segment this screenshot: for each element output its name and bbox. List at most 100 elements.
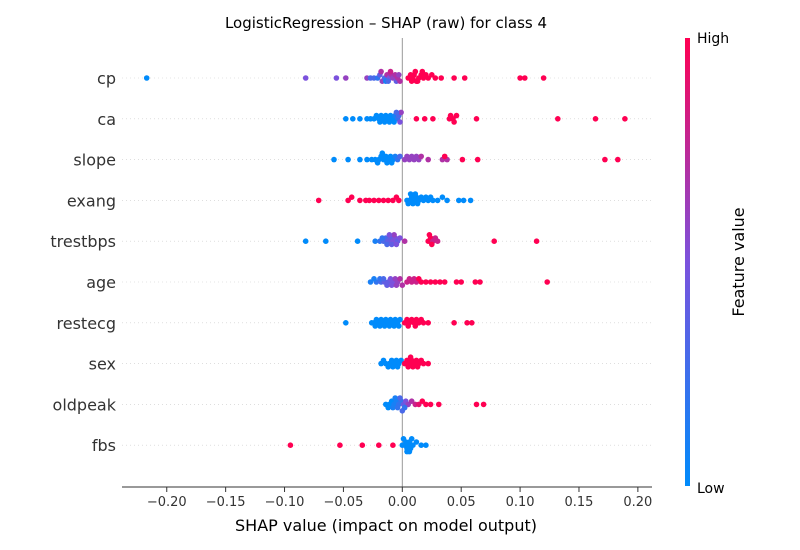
- shap-point-sex: [394, 364, 401, 370]
- shap-point-trestbps: [401, 238, 408, 244]
- shap-point-fbs: [418, 442, 425, 449]
- shap-point-slope: [459, 156, 466, 163]
- shap-point-cp: [333, 75, 340, 81]
- shap-point-trestbps: [429, 241, 435, 248]
- x-tick-label: −0.15: [206, 495, 246, 510]
- shap-point-restecg: [451, 320, 457, 326]
- feature-label-oldpeak: oldpeak: [53, 395, 117, 414]
- shap-point-trestbps: [302, 238, 309, 244]
- shap-point-ca: [393, 109, 400, 116]
- shap-point-trestbps: [533, 238, 540, 244]
- shap-point-oldpeak: [480, 401, 487, 408]
- shap-point-age: [477, 279, 483, 285]
- shap-point-oldpeak: [423, 401, 429, 408]
- shap-point-sex: [385, 364, 392, 370]
- shap-point-ca: [453, 112, 460, 119]
- shap-point-age: [453, 279, 460, 285]
- row-gridlines: [122, 77, 652, 446]
- shap-point-slope: [425, 156, 432, 163]
- shap-point-exang: [345, 197, 351, 204]
- shap-point-exang: [456, 197, 462, 204]
- feature-label-trestbps: trestbps: [50, 232, 116, 251]
- shap-point-slope: [374, 160, 381, 166]
- shap-point-age: [393, 282, 400, 289]
- shap-point-restecg: [425, 320, 432, 326]
- x-tick-label: 0.05: [447, 495, 476, 510]
- shap-point-restecg: [386, 323, 393, 329]
- shap-point-restecg: [420, 320, 427, 326]
- shap-point-slope: [379, 150, 386, 156]
- shap-point-restecg: [469, 320, 475, 326]
- shap-point-sex: [414, 364, 421, 370]
- shap-point-sex: [398, 357, 404, 364]
- shap-point-restecg: [396, 323, 402, 329]
- shap-point-ca: [622, 116, 628, 122]
- shap-point-slope: [418, 153, 425, 160]
- x-tick-label: −0.10: [265, 495, 305, 510]
- shap-point-ca: [592, 116, 599, 122]
- shap-point-restecg: [381, 323, 388, 329]
- shap-point-slope: [388, 160, 395, 166]
- shap-point-age: [544, 279, 550, 285]
- shap-point-trestbps: [379, 235, 386, 241]
- shap-point-age: [423, 279, 429, 285]
- shap-point-age: [411, 276, 417, 282]
- shap-point-exang: [366, 197, 373, 204]
- shap-point-ca: [391, 119, 397, 125]
- shap-point-trestbps: [384, 241, 390, 248]
- shap-point-slope: [602, 156, 608, 163]
- colorbar-low-label: Low: [697, 481, 725, 497]
- shap-point-cp: [396, 72, 402, 78]
- shap-point-trestbps: [391, 232, 397, 238]
- feature-labels: cp ca slope exang trestbps age restecg sex oldpe…: [50, 69, 116, 455]
- shap-point-trestbps: [386, 232, 393, 238]
- x-tick-label: −0.20: [147, 495, 187, 510]
- shap-point-age: [458, 279, 465, 285]
- feature-label-ca: ca: [97, 110, 116, 129]
- colorbar-title: Feature value: [729, 207, 748, 316]
- shap-point-exang: [380, 197, 387, 204]
- shap-point-oldpeak: [427, 401, 434, 408]
- shap-point-exang: [430, 197, 436, 204]
- shap-point-oldpeak: [473, 401, 480, 408]
- shap-point-cp: [378, 68, 384, 75]
- shap-point-ca: [377, 119, 383, 125]
- shap-point-ca: [397, 119, 403, 125]
- x-tick-label: 0.00: [388, 495, 417, 510]
- shap-point-slope: [345, 156, 351, 163]
- shap-point-restecg: [464, 320, 470, 326]
- shap-point-age: [472, 279, 479, 285]
- shap-point-trestbps: [372, 238, 379, 244]
- shap-point-cp: [397, 78, 403, 84]
- shap-point-ca: [357, 116, 363, 122]
- feature-label-restecg: restecg: [57, 314, 116, 333]
- shap-point-oldpeak: [408, 398, 415, 405]
- shap-point-ca: [421, 116, 428, 122]
- shap-point-slope: [397, 153, 403, 160]
- shap-point-cp: [540, 75, 547, 81]
- shap-point-slope: [441, 153, 448, 160]
- shap-point-slope: [474, 156, 481, 163]
- shap-point-exang: [444, 197, 450, 204]
- shap-point-cp: [522, 75, 528, 81]
- chart-title: LogisticRegression – SHAP (raw) for clas…: [225, 14, 547, 32]
- shap-point-ca: [430, 116, 436, 122]
- shap-point-fbs: [359, 442, 366, 449]
- shap-point-slope: [615, 156, 621, 163]
- colorbar-high-label: High: [697, 31, 729, 47]
- shap-points: [143, 68, 628, 455]
- shap-point-cp: [387, 68, 394, 75]
- shap-point-exang: [315, 197, 322, 204]
- shap-point-trestbps: [323, 238, 329, 244]
- shap-point-slope: [384, 160, 390, 166]
- shap-point-oldpeak: [436, 401, 442, 408]
- shap-point-ca: [413, 116, 420, 122]
- shap-point-sex: [420, 360, 427, 367]
- shap-point-trestbps: [354, 238, 361, 244]
- shap-point-oldpeak: [385, 404, 392, 411]
- shap-point-cp: [432, 75, 439, 81]
- x-axis-title: SHAP value (impact on model output): [235, 516, 537, 535]
- shap-point-ca: [350, 116, 356, 122]
- shap-point-slope: [331, 156, 337, 163]
- shap-point-cp: [517, 75, 523, 81]
